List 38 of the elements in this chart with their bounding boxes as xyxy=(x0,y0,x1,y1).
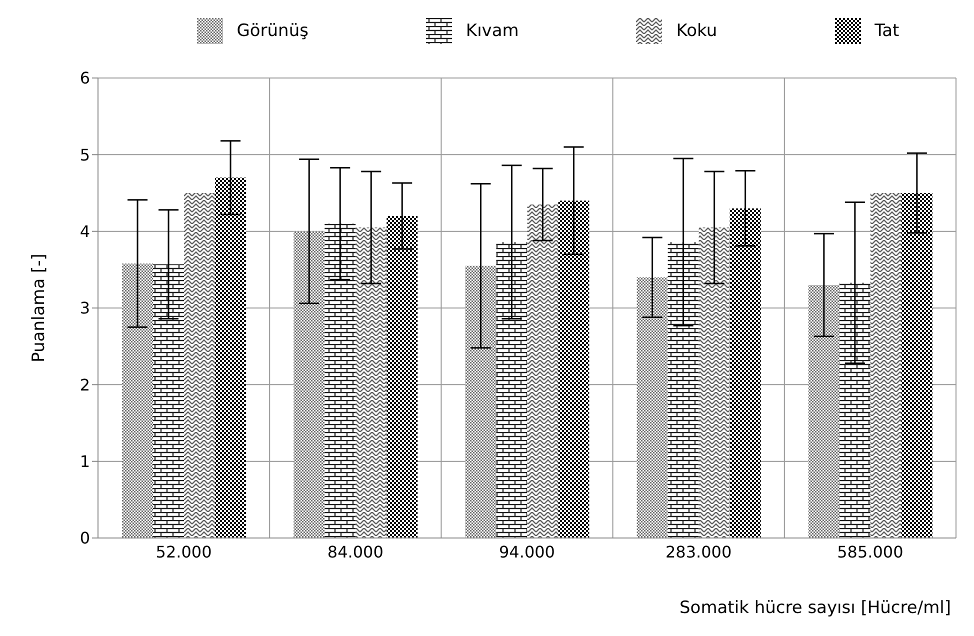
bar xyxy=(839,282,870,538)
bar xyxy=(496,242,528,538)
x-tick-label: 585.000 xyxy=(837,542,904,562)
bar xyxy=(636,277,668,538)
bar xyxy=(356,228,387,538)
bar xyxy=(386,216,418,538)
bar xyxy=(901,193,932,538)
legend-label: Görünüş xyxy=(236,21,308,41)
bar xyxy=(153,264,184,538)
bar xyxy=(294,231,325,538)
y-tick-label: 2 xyxy=(80,375,90,394)
bar xyxy=(122,264,154,538)
x-tick-label: 52.000 xyxy=(156,542,212,562)
bar xyxy=(215,178,246,538)
y-tick-label: 4 xyxy=(80,222,90,242)
y-axis-title: Puanlama [-] xyxy=(29,254,50,362)
bar xyxy=(558,200,590,538)
bar xyxy=(465,266,496,538)
legend-label: Tat xyxy=(874,21,900,41)
x-tick-label: 283.000 xyxy=(666,542,732,562)
bar xyxy=(324,224,356,538)
bar xyxy=(698,228,730,538)
y-tick-label: 0 xyxy=(80,528,90,548)
y-tick-label: 6 xyxy=(80,68,90,88)
y-tick-label: 5 xyxy=(80,145,90,164)
y-tick-label: 1 xyxy=(80,452,90,472)
bar xyxy=(870,193,902,538)
bar xyxy=(184,193,216,538)
x-tick-label: 94.000 xyxy=(499,542,555,562)
legend-label: Kıvam xyxy=(466,21,519,41)
x-tick-label: 84.000 xyxy=(327,542,384,562)
x-axis-title: Somatik hücre sayısı [Hücre/ml] xyxy=(680,598,951,618)
bar xyxy=(808,285,840,538)
bar xyxy=(527,204,558,538)
bar xyxy=(730,208,761,538)
legend-label: Koku xyxy=(676,21,718,41)
y-tick-label: 3 xyxy=(80,298,90,318)
bar xyxy=(668,242,699,538)
